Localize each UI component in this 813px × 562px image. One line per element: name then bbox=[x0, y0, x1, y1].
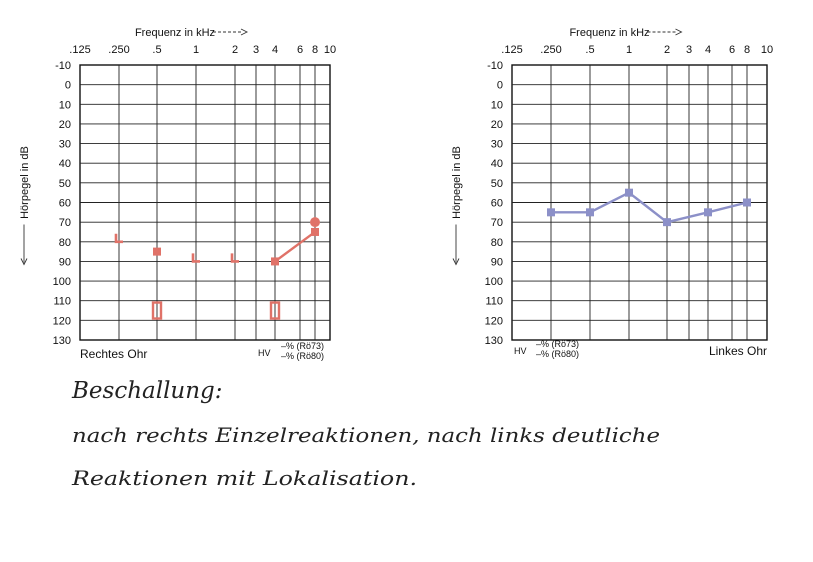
data-point-square bbox=[663, 218, 671, 227]
x-axis-title: Frequenz in kHz bbox=[569, 27, 649, 39]
ear-label: Rechtes Ohr bbox=[80, 347, 147, 361]
y-tick-label: 110 bbox=[53, 296, 71, 308]
data-point-open-rect bbox=[151, 301, 163, 320]
x-tick-label: .125 bbox=[69, 44, 90, 56]
data-point-bone-conduction bbox=[191, 253, 200, 263]
y-tick-label: 30 bbox=[59, 139, 71, 151]
y-tick-label: 130 bbox=[485, 335, 503, 347]
x-tick-label: 4 bbox=[272, 44, 278, 56]
hv-legend-line-2: –% (Rö80) bbox=[281, 351, 324, 361]
x-axis-title: Frequenz in kHz bbox=[135, 27, 215, 39]
y-tick-label: 0 bbox=[65, 80, 71, 92]
hv-legend-line-1: –% (Rö73) bbox=[281, 341, 324, 351]
x-tick-label: .250 bbox=[108, 44, 129, 56]
y-tick-label: 110 bbox=[485, 296, 503, 308]
y-axis-arrowhead bbox=[20, 258, 28, 266]
x-tick-label: .5 bbox=[585, 44, 594, 56]
y-tick-label: 120 bbox=[53, 315, 71, 327]
y-tick-label: 50 bbox=[491, 178, 503, 190]
x-tick-label: 3 bbox=[686, 44, 692, 56]
hv-label: HV bbox=[258, 348, 271, 358]
y-axis-title: Hörpegel in dB bbox=[19, 146, 31, 219]
hv-legend-line-1: –% (Rö73) bbox=[536, 339, 579, 349]
series-line bbox=[274, 230, 316, 263]
y-tick-label: 100 bbox=[485, 276, 503, 288]
data-point-square bbox=[586, 208, 594, 217]
y-tick-label: 80 bbox=[59, 237, 71, 249]
y-tick-label: 40 bbox=[59, 158, 71, 170]
y-tick-label: 90 bbox=[59, 256, 71, 268]
data-point-square bbox=[153, 247, 161, 256]
x-tick-label: 8 bbox=[312, 44, 318, 56]
data-point-square bbox=[547, 208, 555, 217]
y-tick-label: 10 bbox=[491, 99, 503, 111]
x-tick-label: 10 bbox=[761, 44, 773, 56]
note-heading: Beschallung: bbox=[71, 378, 223, 404]
hv-label: HV bbox=[514, 346, 527, 356]
data-point-square bbox=[625, 188, 633, 197]
x-tick-label: 10 bbox=[324, 44, 336, 56]
handwritten-note: Beschallung: nach rechts Einzelreaktione… bbox=[71, 378, 660, 490]
y-tick-label: 60 bbox=[491, 198, 503, 210]
x-tick-label: .5 bbox=[152, 44, 161, 56]
hv-legend-line-2: –% (Rö80) bbox=[536, 349, 579, 359]
y-tick-label: 90 bbox=[491, 256, 503, 268]
y-tick-label: 100 bbox=[53, 276, 71, 288]
x-tick-label: 3 bbox=[253, 44, 259, 56]
y-tick-label: -10 bbox=[487, 60, 503, 72]
x-tick-label: 2 bbox=[232, 44, 238, 56]
x-tick-label: .125 bbox=[501, 44, 522, 56]
y-axis-arrowhead bbox=[452, 258, 460, 266]
data-point-square bbox=[271, 257, 279, 266]
y-tick-label: -10 bbox=[55, 60, 71, 72]
x-axis-arrowhead bbox=[675, 28, 683, 36]
x-tick-label: 6 bbox=[297, 44, 303, 56]
x-tick-label: 1 bbox=[193, 44, 199, 56]
y-tick-label: 130 bbox=[53, 335, 71, 347]
y-tick-label: 30 bbox=[491, 139, 503, 151]
audiogram-right-ear: -100102030405060708090100110120130.125.2… bbox=[19, 27, 336, 361]
y-tick-label: 40 bbox=[491, 158, 503, 170]
y-tick-label: 20 bbox=[59, 119, 71, 131]
y-tick-label: 70 bbox=[59, 217, 71, 229]
ear-label: Linkes Ohr bbox=[709, 344, 767, 358]
x-tick-label: 4 bbox=[705, 44, 711, 56]
data-point-bone-conduction bbox=[114, 233, 123, 244]
y-tick-label: 70 bbox=[491, 217, 503, 229]
data-point-open-rect bbox=[269, 301, 281, 320]
y-tick-label: 0 bbox=[497, 80, 503, 92]
data-point-square bbox=[704, 208, 712, 217]
audiogram-left-ear: -100102030405060708090100110120130.125.2… bbox=[451, 27, 773, 359]
y-tick-label: 50 bbox=[59, 178, 71, 190]
note-line-1: nach rechts Einzelreaktionen, nach links… bbox=[72, 423, 660, 447]
y-tick-label: 20 bbox=[491, 119, 503, 131]
y-axis-title: Hörpegel in dB bbox=[451, 146, 463, 219]
y-tick-label: 60 bbox=[59, 198, 71, 210]
data-point-square bbox=[743, 198, 751, 207]
y-tick-label: 120 bbox=[485, 315, 503, 327]
x-tick-label: 6 bbox=[729, 44, 735, 56]
data-point-square bbox=[311, 227, 319, 236]
x-tick-label: 2 bbox=[664, 44, 670, 56]
x-tick-label: 1 bbox=[626, 44, 632, 56]
data-point-circle bbox=[310, 217, 320, 228]
y-tick-label: 10 bbox=[59, 99, 71, 111]
x-tick-label: .250 bbox=[540, 44, 561, 56]
x-tick-label: 8 bbox=[744, 44, 750, 56]
note-line-2: Reaktionen mit Lokalisation. bbox=[71, 466, 417, 490]
series-line bbox=[551, 191, 748, 224]
y-tick-label: 80 bbox=[491, 237, 503, 249]
data-point-bone-conduction bbox=[230, 253, 239, 263]
x-axis-arrowhead bbox=[240, 28, 249, 36]
